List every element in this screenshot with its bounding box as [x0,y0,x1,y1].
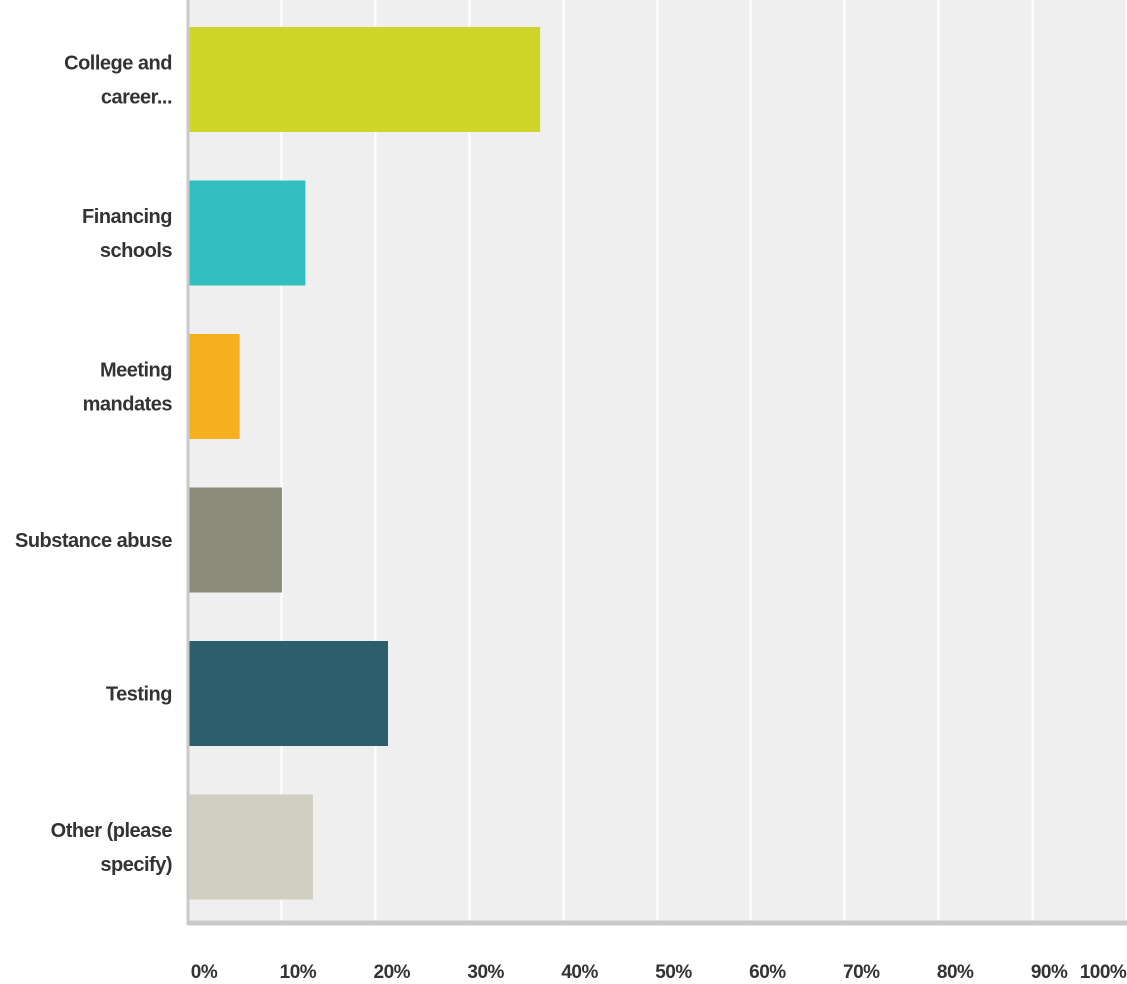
x-tick-label-80: 80% [937,962,974,983]
x-tick-label-30: 30% [467,962,504,983]
bar-4 [188,641,389,746]
bar-1 [188,180,306,286]
x-tick-label-50: 50% [655,962,692,983]
bars [188,27,541,900]
x-tick-label-90: 90% [1031,962,1068,983]
x-tick-label-60: 60% [749,962,786,983]
x-tick-label-40: 40% [561,962,598,983]
category-labels: College and career... Financing schools Meet… [15,53,173,877]
x-tick-label-10: 10% [280,962,317,983]
category-label-5: Other (please specify) [51,820,173,876]
x-tick-label-0: 0% [191,962,218,983]
bar-3 [188,487,282,593]
x-tick-labels: 0% 10% 20% 30% 40% 50% 60% 70% 80% 90% 100% [191,962,1127,983]
category-label-3: Substance abuse [15,530,172,552]
bar-2 [188,334,240,439]
bar-5 [188,794,313,900]
category-label-4: Testing [106,684,172,706]
axes [186,0,1127,926]
x-tick-label-100: 100% [1080,962,1127,983]
category-label-2: Meeting mandates [83,360,173,416]
category-label-0: College and career... [64,53,172,109]
bar-0 [188,27,541,132]
category-label-1: Financing schools [82,206,172,262]
x-tick-label-70: 70% [843,962,880,983]
x-tick-label-20: 20% [374,962,411,983]
